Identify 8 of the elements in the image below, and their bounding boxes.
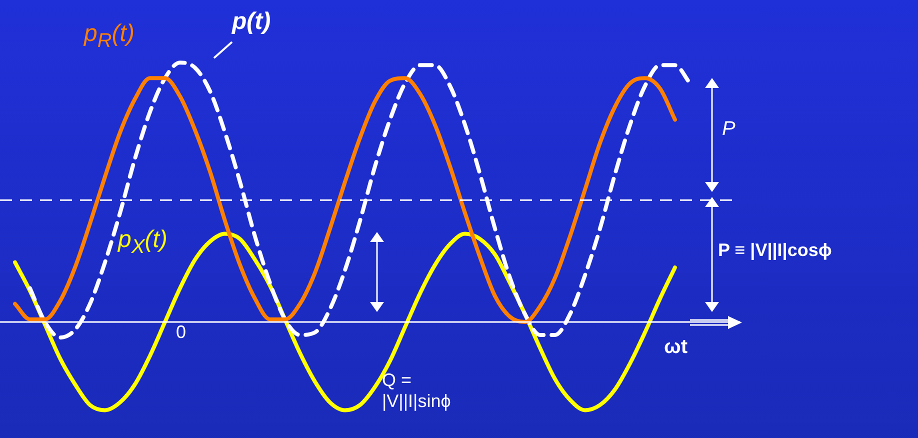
annotation: Q = |V||I|sinϕ <box>382 370 451 412</box>
annotation: 0 <box>176 322 186 343</box>
text: P <box>722 118 736 141</box>
series-label: p$_{R}$(t) <box>84 20 134 53</box>
annotation: ωt <box>664 336 688 359</box>
series-label: p$_{X}$(t) <box>118 226 168 259</box>
text: P ≡ |V||I|cosϕ <box>718 240 832 261</box>
text: p(t) <box>232 8 271 36</box>
